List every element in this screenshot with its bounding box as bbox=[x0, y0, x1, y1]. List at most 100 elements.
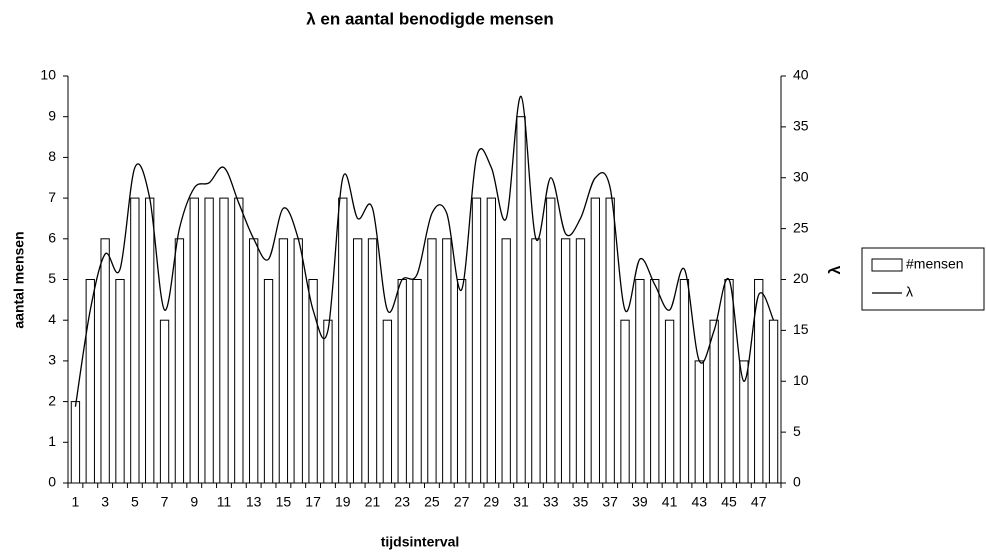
bar bbox=[635, 279, 645, 484]
bar bbox=[590, 197, 600, 484]
x-tick-label: 37 bbox=[602, 494, 618, 510]
bar bbox=[694, 360, 704, 484]
bar bbox=[754, 279, 764, 484]
x-axis-label: tijdsinterval bbox=[381, 534, 460, 550]
bar bbox=[471, 197, 482, 484]
bar bbox=[679, 279, 690, 484]
x-tick-label: 15 bbox=[276, 494, 292, 510]
x-tick-label: 31 bbox=[513, 494, 529, 510]
x-tick-label: 5 bbox=[131, 494, 139, 510]
bar bbox=[382, 319, 393, 484]
y2-tick-label: 40 bbox=[793, 67, 809, 83]
y-tick-label: 4 bbox=[48, 311, 56, 327]
bar bbox=[442, 238, 452, 484]
x-tick-label: 7 bbox=[161, 494, 169, 510]
bar bbox=[145, 197, 155, 484]
legend-swatch bbox=[871, 258, 903, 272]
y2-tick-label: 20 bbox=[793, 270, 809, 286]
x-tick-label: 21 bbox=[365, 494, 381, 510]
x-tick-label: 47 bbox=[751, 494, 767, 510]
bar bbox=[249, 238, 259, 484]
bar bbox=[664, 319, 675, 484]
bar bbox=[308, 279, 318, 484]
x-tick-label: 29 bbox=[484, 494, 500, 510]
y-tick-label: 7 bbox=[48, 189, 56, 205]
x-tick-label: 1 bbox=[72, 494, 80, 510]
x-tick-label: 41 bbox=[662, 494, 678, 510]
y2-tick-label: 35 bbox=[793, 118, 809, 134]
x-tick-label: 17 bbox=[305, 494, 321, 510]
x-tick-label: 23 bbox=[394, 494, 410, 510]
bar bbox=[650, 279, 660, 484]
y-tick-label: 0 bbox=[48, 474, 56, 490]
bar bbox=[768, 319, 779, 484]
y-tick-label: 5 bbox=[48, 270, 56, 286]
bar bbox=[486, 197, 497, 484]
legend-label: #mensen bbox=[906, 256, 964, 272]
bar bbox=[159, 319, 170, 484]
chart-title: λ en aantal benodigde mensen bbox=[306, 9, 554, 28]
bar bbox=[739, 360, 749, 484]
y2-tick-label: 0 bbox=[793, 474, 801, 490]
bar bbox=[100, 238, 110, 484]
x-tick-label: 13 bbox=[246, 494, 262, 510]
bar bbox=[546, 197, 556, 484]
x-tick-label: 9 bbox=[190, 494, 198, 510]
bar bbox=[560, 238, 571, 484]
x-tick-label: 39 bbox=[632, 494, 648, 510]
bar bbox=[724, 279, 734, 484]
bar bbox=[397, 279, 407, 484]
legend-box bbox=[861, 247, 985, 311]
x-tick-label: 3 bbox=[101, 494, 109, 510]
bar bbox=[575, 238, 586, 484]
y2-tick-label: 5 bbox=[793, 423, 801, 439]
bar bbox=[189, 197, 199, 484]
bar bbox=[130, 197, 140, 484]
y-tick-label: 2 bbox=[48, 392, 56, 408]
bar bbox=[516, 116, 526, 484]
line bbox=[74, 95, 775, 407]
y-tick-label: 1 bbox=[48, 433, 56, 449]
bar bbox=[501, 238, 511, 484]
y-tick-label: 6 bbox=[48, 230, 56, 246]
bar bbox=[352, 238, 363, 484]
y2-tick-label: 30 bbox=[793, 168, 809, 184]
y-axis-label: aantal mensen bbox=[11, 231, 27, 328]
x-tick-label: 35 bbox=[573, 494, 589, 510]
x-tick-label: 43 bbox=[692, 494, 708, 510]
x-tick-label: 33 bbox=[543, 494, 559, 510]
bar bbox=[323, 319, 333, 484]
y2-tick-label: 10 bbox=[793, 372, 809, 388]
x-tick-label: 27 bbox=[454, 494, 470, 510]
y-tick-label: 8 bbox=[48, 148, 56, 164]
y2-tick-label: 25 bbox=[793, 219, 809, 235]
bar bbox=[709, 319, 719, 484]
bar bbox=[367, 238, 378, 484]
x-tick-label: 19 bbox=[335, 494, 351, 510]
bar bbox=[427, 238, 437, 484]
bar bbox=[70, 401, 81, 484]
y2-axis-label: λ bbox=[827, 265, 844, 274]
y-tick-label: 9 bbox=[48, 107, 56, 123]
x-tick-label: 11 bbox=[217, 494, 232, 510]
y2-tick-label: 15 bbox=[793, 321, 809, 337]
bar bbox=[412, 279, 422, 484]
bar bbox=[531, 238, 541, 484]
bar bbox=[85, 279, 95, 484]
legend-label: λ bbox=[906, 284, 913, 300]
bar bbox=[605, 197, 615, 484]
bar bbox=[293, 238, 303, 484]
bar bbox=[620, 319, 630, 484]
y-tick-label: 10 bbox=[40, 67, 56, 83]
bar bbox=[219, 197, 229, 484]
bar bbox=[278, 238, 289, 484]
bar bbox=[174, 238, 185, 484]
bar bbox=[204, 197, 214, 484]
y-tick-label: 3 bbox=[48, 352, 56, 368]
x-tick-label: 25 bbox=[424, 494, 440, 510]
bar bbox=[234, 197, 244, 484]
x-tick-label: 45 bbox=[721, 494, 737, 510]
bar bbox=[263, 279, 274, 484]
bar bbox=[115, 279, 125, 484]
